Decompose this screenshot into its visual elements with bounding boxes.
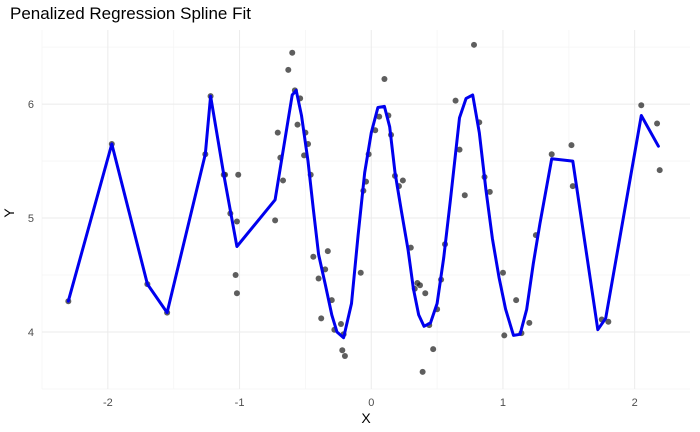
data-point xyxy=(486,188,493,195)
data-point xyxy=(272,217,279,224)
data-point xyxy=(233,218,240,225)
data-point xyxy=(568,142,575,149)
data-point xyxy=(310,253,317,260)
x-axis-title: X xyxy=(361,410,371,426)
data-point xyxy=(324,248,331,255)
data-point xyxy=(501,332,508,339)
data-point xyxy=(654,120,661,127)
y-tick-label: 6 xyxy=(28,99,34,111)
data-point xyxy=(417,282,423,289)
data-point xyxy=(548,151,555,158)
data-point xyxy=(452,97,459,104)
data-point xyxy=(399,177,406,184)
data-point xyxy=(419,368,426,375)
data-point xyxy=(456,146,463,153)
data-point xyxy=(461,192,468,199)
data-point xyxy=(233,290,240,297)
data-point xyxy=(341,352,348,359)
data-point xyxy=(376,113,383,120)
data-point xyxy=(280,177,287,184)
data-point xyxy=(294,121,301,128)
chart-title: Penalized Regression Spline Fit xyxy=(10,4,251,23)
data-point xyxy=(569,183,576,190)
data-point xyxy=(381,76,388,83)
y-tick-label: 5 xyxy=(28,213,34,225)
data-point xyxy=(318,315,325,322)
data-point xyxy=(357,269,364,276)
data-point xyxy=(526,319,533,326)
y-axis-ticks: 4 5 6 xyxy=(28,99,34,339)
data-point xyxy=(430,346,437,353)
data-point xyxy=(638,102,645,109)
data-point xyxy=(289,49,296,56)
x-tick-label: 0 xyxy=(368,397,374,409)
data-point xyxy=(235,171,242,178)
data-point xyxy=(499,269,506,276)
data-point xyxy=(471,41,477,48)
grid xyxy=(41,30,690,390)
data-point xyxy=(274,129,281,136)
data-point xyxy=(285,66,292,73)
data-point xyxy=(232,272,239,279)
data-point xyxy=(339,347,346,354)
data-point xyxy=(656,167,663,174)
fit-line xyxy=(66,88,660,340)
y-tick-label: 4 xyxy=(28,327,34,339)
x-axis-ticks: -2 -1 0 1 2 xyxy=(103,397,638,409)
spline-fit xyxy=(66,88,660,340)
data-point xyxy=(513,297,520,304)
data-points xyxy=(65,41,663,375)
y-axis-title: Y xyxy=(1,208,17,218)
data-point xyxy=(315,275,322,282)
data-point xyxy=(605,318,612,325)
x-tick-label: -1 xyxy=(235,397,245,409)
x-tick-label: -2 xyxy=(103,397,113,409)
x-tick-label: 2 xyxy=(632,397,638,409)
data-point xyxy=(422,290,429,297)
x-tick-label: 1 xyxy=(500,397,506,409)
data-point xyxy=(337,321,344,328)
